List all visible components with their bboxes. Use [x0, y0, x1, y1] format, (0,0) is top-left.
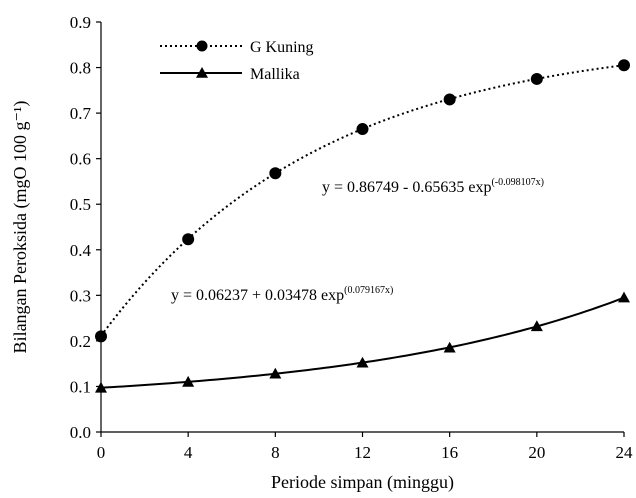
data-point-g-kuning	[269, 167, 282, 180]
y-tick-label: 0.8	[70, 59, 91, 78]
equation-mallika-main: y = 0.06237 + 0.03478 exp	[171, 287, 344, 304]
y-tick-label: 0.6	[70, 150, 91, 169]
series-line-mallika	[100, 296, 625, 389]
x-tick-label: 0	[97, 443, 106, 462]
data-point-mallika	[95, 381, 107, 393]
data-point-g-kuning	[356, 123, 369, 136]
y-ticks: 0.0 0.1 0.2 0.3 0.4 0.5 0.6 0.7 0.8 0.9	[70, 13, 101, 442]
equation-g-kuning-main: y = 0.86749 - 0.65635 exp	[322, 179, 491, 196]
x-axis-title: Periode simpan (minggu)	[271, 472, 454, 493]
legend-label-mallika: Mallika	[250, 66, 300, 83]
x-tick-label: 16	[441, 443, 458, 462]
x-ticks: 0 4 8 12 16 20 24	[97, 432, 633, 462]
series-layer	[95, 59, 630, 393]
legend-marker-mallika	[196, 67, 208, 78]
y-tick-label: 0.0	[70, 423, 91, 442]
data-point-g-kuning	[443, 93, 456, 106]
x-tick-label: 24	[616, 443, 634, 462]
legend-label-g-kuning: G Kuning	[250, 39, 314, 56]
data-point-mallika	[443, 341, 456, 353]
legend-marker-g-kuning	[196, 40, 208, 52]
y-tick-label: 0.3	[70, 286, 91, 305]
x-tick-label: 20	[528, 443, 545, 462]
x-tick-label: 12	[354, 443, 371, 462]
data-point-g-kuning	[182, 233, 195, 246]
data-point-g-kuning	[618, 59, 630, 72]
equation-g-kuning-exponent: (-0.098107x)	[491, 177, 544, 188]
legend: G Kuning Mallika	[160, 39, 314, 83]
y-tick-label: 0.4	[70, 241, 92, 260]
data-point-g-kuning	[95, 330, 107, 343]
y-tick-label: 0.9	[70, 13, 91, 32]
equation-g-kuning: y = 0.86749 - 0.65635 exp(-0.098107x)	[322, 177, 544, 196]
data-point-g-kuning	[530, 72, 543, 85]
data-point-mallika	[356, 356, 369, 368]
y-axis-title: Bilangan Peroksida (mgO 100 g⁻¹)	[10, 101, 31, 354]
x-tick-label: 8	[271, 443, 280, 462]
data-point-mallika	[618, 291, 630, 303]
equation-mallika: y = 0.06237 + 0.03478 exp(0.079167x)	[171, 285, 393, 304]
y-tick-label: 0.2	[70, 332, 91, 351]
x-tick-label: 4	[184, 443, 193, 462]
data-point-mallika	[269, 367, 282, 379]
data-point-mallika	[182, 375, 195, 387]
y-tick-label: 0.1	[70, 377, 91, 396]
axes	[100, 22, 624, 433]
y-tick-label: 0.5	[70, 195, 91, 214]
equation-mallika-exponent: (0.079167x)	[344, 285, 393, 296]
y-tick-label: 0.7	[70, 104, 92, 123]
data-point-mallika	[530, 320, 543, 332]
